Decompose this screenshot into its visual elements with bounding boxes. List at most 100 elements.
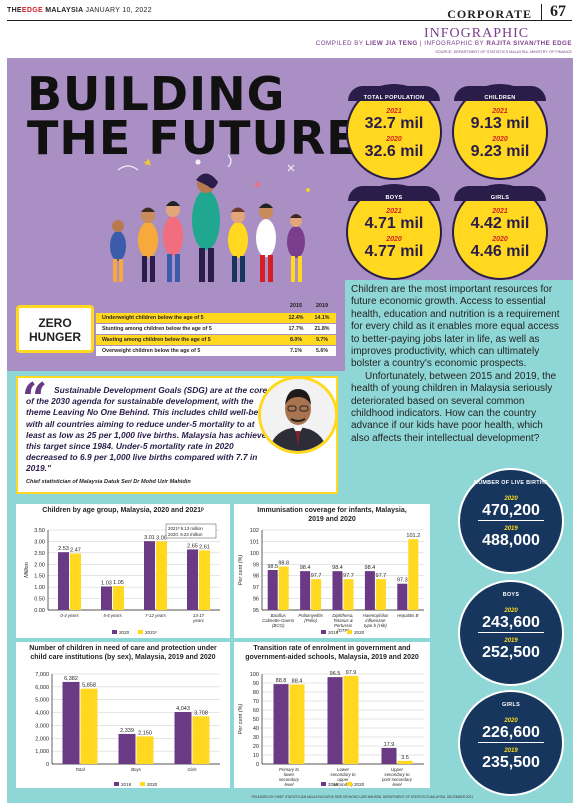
data-label: 98.8 bbox=[278, 561, 289, 567]
row-label: Underweight children below the age of 5 bbox=[102, 315, 204, 321]
zero-hunger-line1: ZERO bbox=[38, 316, 72, 330]
zero-hunger-badge: ZERO HUNGER bbox=[16, 305, 94, 353]
table-row: Wasting among children below the age of … bbox=[96, 335, 336, 346]
data-label: 97.7 bbox=[343, 573, 354, 579]
side-stat-divider bbox=[478, 632, 544, 633]
chart-svg: 0 1,000 2,000 3,000 4,000 5,000 6,000 7,000 6,38… bbox=[35, 672, 220, 787]
stat-value: 9.13 mil bbox=[470, 115, 530, 132]
legend-swatch bbox=[321, 630, 326, 634]
x-tick-label: upper bbox=[337, 777, 349, 782]
data-label: 97.7 bbox=[376, 573, 387, 579]
cell-2015: 17.7% bbox=[288, 326, 304, 332]
data-label: 4,043 bbox=[176, 706, 190, 712]
stat-value: 9.23 mil bbox=[470, 143, 530, 160]
bar-2020-2 bbox=[397, 760, 413, 764]
x-tick-label: secondary to bbox=[384, 772, 410, 777]
bar-2020-1 bbox=[136, 736, 154, 764]
y-axis-label: Per cent (%) bbox=[238, 555, 244, 586]
y-tick-label: 102 bbox=[250, 528, 259, 534]
portrait-photo bbox=[258, 376, 338, 454]
chart-note: 2021ᵖ 9.13 million bbox=[168, 526, 203, 531]
stat-value: 4.77 mil bbox=[364, 243, 424, 260]
legend-label: 2019 bbox=[121, 782, 132, 787]
x-tick-label: Bacillus bbox=[271, 613, 287, 618]
y-tick-label: 100 bbox=[250, 672, 259, 678]
chart-title: Transition rate of enrolment in governme… bbox=[245, 645, 419, 661]
chart-children-in-care: Number of children in need of care and p… bbox=[16, 642, 230, 788]
main-title-line2: THE FUTURE bbox=[27, 111, 359, 165]
y-tick-label: 0 bbox=[46, 762, 49, 768]
side-stat-label: NUMBER OF LIVE BIRTHS bbox=[474, 480, 548, 486]
y-tick-label: 100 bbox=[250, 551, 259, 557]
y-tick-label: 2,000 bbox=[35, 736, 49, 742]
x-tick-label: Upper bbox=[391, 767, 403, 772]
compiled-by-name: LIEW JIA TENG bbox=[365, 40, 418, 47]
chart-title: Children by age group, Malaysia, 2020 an… bbox=[42, 507, 204, 514]
section-label: CORPORATE bbox=[447, 7, 532, 21]
x-tick-label: Primary to bbox=[279, 767, 300, 772]
data-label: 2.61 bbox=[199, 544, 210, 550]
stat-value: 32.6 mil bbox=[364, 143, 424, 160]
y-tick-label: 0.00 bbox=[34, 608, 45, 614]
publication-date: JANUARY 10, 2022 bbox=[85, 7, 152, 14]
chart-title: Number of children in need of care and p… bbox=[29, 645, 217, 661]
y-tick-label: 4,000 bbox=[35, 711, 49, 717]
y-tick-label: 3.00 bbox=[34, 539, 45, 545]
chart-svg: 0 10 20 30 40 50 60 70 80 90 100 Per cent (%) 88.8 88… bbox=[238, 670, 424, 788]
bar-2019-0 bbox=[273, 684, 289, 764]
chart-svg: 0.00 0.50 1.00 1.50 2.00 2.50 3.00 3.50 Million 2… bbox=[24, 523, 220, 635]
stat-circle-total-population: TOTAL POPULATION 2021 32.7 mil 2020 32.6… bbox=[346, 84, 442, 180]
data-label: 1.05 bbox=[113, 580, 124, 586]
data-label: 97.3 bbox=[397, 578, 408, 584]
stat-value: 4.42 mil bbox=[470, 215, 530, 232]
data-label: 2.65 bbox=[187, 543, 198, 549]
bar-2019-1 bbox=[327, 677, 343, 764]
side-stat-label: BOYS bbox=[502, 592, 520, 598]
side-stat-girls: GIRLS 2020 226,600 2019 235,500 bbox=[458, 690, 564, 796]
stat-circle-label: BOYS bbox=[348, 186, 440, 201]
page-header: THEEDGE MALAYSIA JANUARY 10, 2022 CORPOR… bbox=[0, 0, 580, 60]
footer-credit: RELEASED BY CHIEF STATISTICIAN MALAYSIA … bbox=[251, 795, 473, 799]
side-stat-live-births: NUMBER OF LIVE BIRTHS 2020 470,200 2019 … bbox=[458, 468, 564, 574]
row-label: Overweight children below the age of 5 bbox=[102, 348, 201, 354]
stat-year: 2020 bbox=[386, 136, 402, 143]
credits: COMPILED BY LIEW JIA TENG | INFOGRAPHIC … bbox=[315, 40, 572, 47]
y-tick-label: 3.50 bbox=[34, 528, 45, 534]
stat-year: 2021 bbox=[386, 208, 402, 215]
bar-2021-1 bbox=[113, 586, 124, 610]
bar-2019-2 bbox=[381, 747, 397, 764]
x-tick-label: Lower bbox=[337, 767, 349, 772]
table-row: Overweight children below the age of 5 7.… bbox=[96, 346, 336, 357]
y-tick-label: 1,000 bbox=[35, 749, 49, 755]
data-label: 96.5 bbox=[330, 671, 341, 677]
infographic-by-name: RAJITA SIVAN/THE EDGE bbox=[486, 40, 572, 47]
data-label: 98.4 bbox=[300, 565, 311, 571]
bar-2019-1 bbox=[300, 571, 311, 610]
side-stat-label: GIRLS bbox=[502, 702, 520, 708]
page-number: 67 bbox=[550, 3, 566, 20]
chart-note: 2020: 9.23 million bbox=[168, 532, 203, 537]
paragraph-1: Children are the most important resource… bbox=[351, 284, 560, 370]
data-label: 88.8 bbox=[276, 678, 287, 684]
x-tick-label: years bbox=[192, 618, 205, 623]
x-tick-label: Pertussis bbox=[334, 623, 353, 628]
x-tick-label: influenzae bbox=[365, 618, 386, 623]
x-tick-label: Poliomyelitis bbox=[298, 613, 323, 618]
bar-2021-0 bbox=[70, 553, 81, 610]
x-tick-label: secondary bbox=[279, 777, 300, 782]
compiled-by-label: COMPILED BY bbox=[315, 40, 364, 47]
y-tick-label: 95 bbox=[253, 608, 259, 614]
quote-text: Sustainable Development Goals (SDG) are … bbox=[26, 385, 274, 474]
intro-paragraph: Children are the most important resource… bbox=[351, 284, 563, 445]
y-tick-label: 3,000 bbox=[35, 723, 49, 729]
y-tick-label: 101 bbox=[250, 539, 259, 545]
portrait-icon bbox=[261, 379, 335, 451]
y-tick-label: 1.00 bbox=[34, 585, 45, 591]
side-stat-year: 2019 bbox=[504, 638, 518, 644]
stat-year: 2020 bbox=[492, 136, 508, 143]
chart-immunisation: Immunisation coverage for infants, Malay… bbox=[234, 504, 430, 638]
side-stat-value: 235,500 bbox=[482, 754, 540, 771]
stat-year: 2020 bbox=[386, 236, 402, 243]
x-tick-label: secondary to bbox=[330, 772, 356, 777]
legend-swatch bbox=[112, 630, 117, 634]
